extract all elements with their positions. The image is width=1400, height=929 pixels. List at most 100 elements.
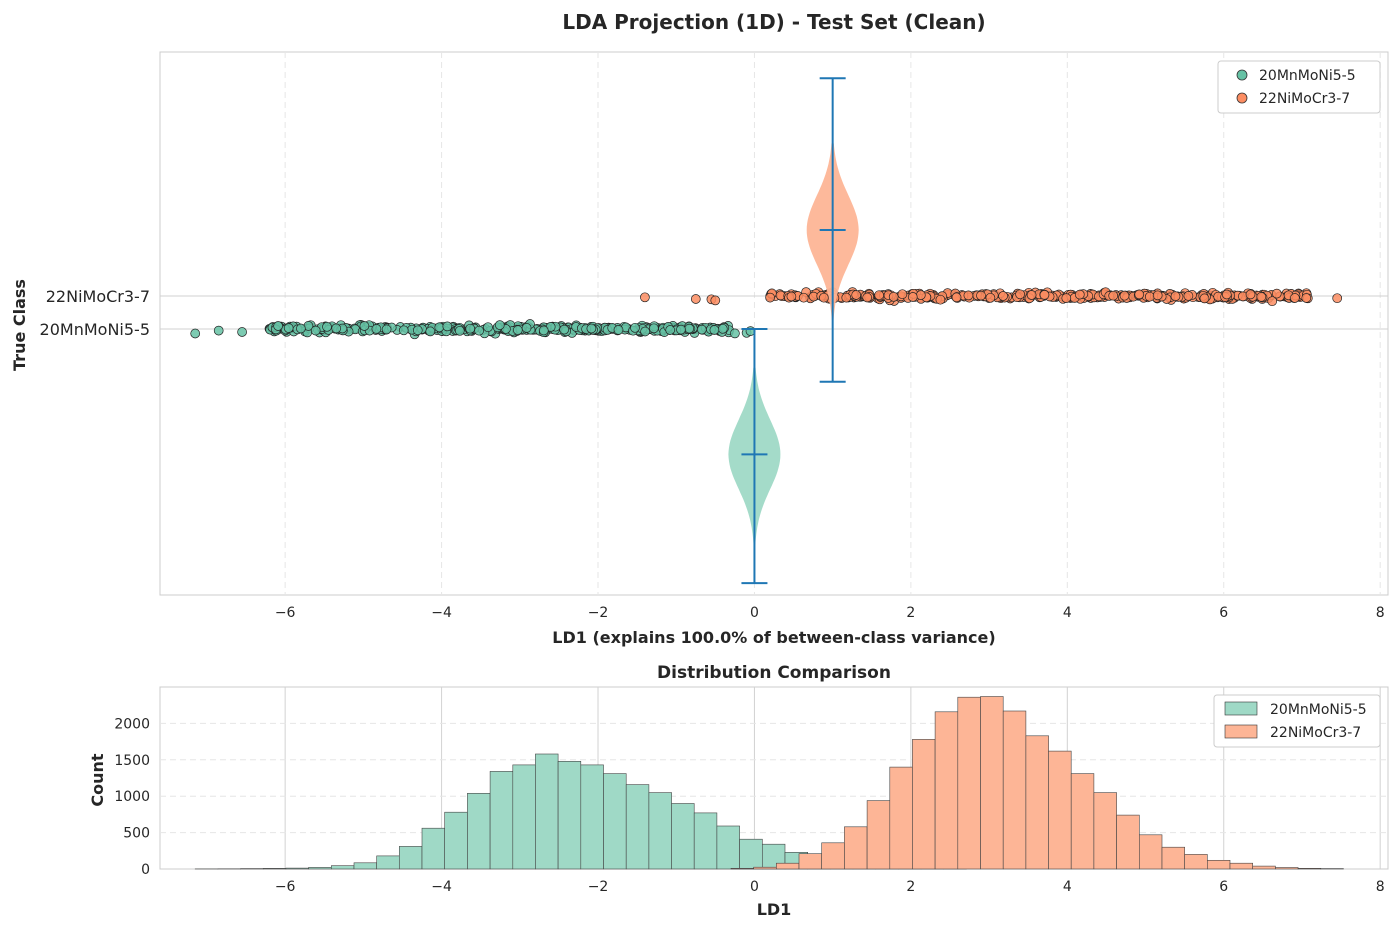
scatter-point [709,325,720,335]
histogram-bar [798,853,823,870]
scatter-point [213,325,224,336]
legend-marker-class-b [1236,92,1248,104]
histogram-bar [844,826,868,870]
scatter-point [640,292,650,303]
scatter-point [559,324,570,335]
bottom-panel: −6 −4 −2 0 2 4 6 8 0 500 1000 1500 2000 Distributio… [88,663,1389,919]
histogram-bar [1093,792,1117,870]
scatter-point [690,294,701,304]
top-title: LDA Projection (1D) - Test Set (Clean) [562,10,985,34]
bottom-x-tick-label: 6 [1219,879,1228,895]
scatter-point [976,290,986,301]
scatter-point [538,325,549,336]
bottom-legend: 20MnMoNi5-5 22NiMoCr3-7 [1213,694,1381,748]
scatter-point [371,324,382,334]
scatter-point [521,323,532,333]
histogram-bar [353,862,378,870]
scatter-point [851,290,862,300]
histogram-bar [1002,710,1027,870]
histogram-bar [957,696,981,870]
histogram-bar [1297,867,1322,870]
histogram-bar [308,867,332,870]
scatter-point [190,328,201,339]
histogram-bar [1048,750,1072,870]
scatter-point [613,325,624,335]
scatter-point [1332,293,1343,304]
scatter-point [322,321,332,332]
scatter-point [998,291,1008,301]
top-legend: 20MnMoNi5-5 22NiMoCr3-7 [1217,60,1381,114]
scatter-point [1221,289,1232,300]
histogram-bar [693,812,718,870]
scatter-point [310,325,321,336]
top-x-tick-label: 2 [906,605,915,621]
top-x-tick-label: −6 [275,605,296,621]
scatter-point [442,321,453,332]
bottom-x-tick-label: 2 [906,879,915,895]
y-tick-class-b: 22NiMoCr3-7 [46,287,150,306]
histogram-bar [1229,862,1254,870]
bottom-title: Distribution Comparison [657,663,891,683]
top-y-axis-label: True Class [10,279,29,371]
scatter-point [1256,292,1267,302]
top-x-tick-label: 4 [1063,605,1072,621]
legend-label-class-b: 22NiMoCr3-7 [1259,91,1350,107]
histogram-bar [512,764,536,870]
histogram-bar [1025,735,1049,870]
scatter-point [985,292,996,303]
scatter-point [888,291,899,302]
top-legend-box [1217,60,1381,114]
scatter-point [434,322,445,333]
bottom-x-tick-label: 0 [750,879,759,895]
bottom-y-tick-label: 1000 [114,789,150,805]
top-x-axis-label: LD1 (explains 100.0% of between-class va… [552,628,995,647]
scatter-point [331,323,342,334]
histogram-bar [262,868,287,870]
histogram-bar [330,865,355,870]
top-x-tick-label: 6 [1219,605,1228,621]
bottom-x-ticks: −6 −4 −2 0 2 4 6 8 [275,879,1385,895]
bottom-y-ticks: 0 500 1000 1500 2000 [114,716,150,878]
histogram-bar [1161,846,1186,870]
scatter-point [1134,289,1145,300]
scatter-point [512,325,523,335]
top-x-tick-label: −2 [588,605,609,621]
bottom-legend-label-class-b: 22NiMoCr3-7 [1270,725,1361,741]
scatter-point [684,323,695,334]
scatter-point [1301,293,1312,303]
scatter-point [730,328,740,339]
bottom-histogram-bars [194,696,1344,870]
scatter-point [786,291,797,302]
histogram-bar [467,792,491,870]
scatter-point [1061,293,1072,303]
bottom-y-tick-label: 0 [141,862,150,878]
histogram-bar [489,771,514,870]
top-violins [728,77,859,585]
histogram-bar [934,711,959,870]
legend-patch-class-b [1224,724,1258,739]
histogram-bar [1252,865,1276,870]
scatter-point [425,326,436,337]
scatter-point [1152,290,1163,301]
bottom-y-tick-label: 2000 [114,716,150,732]
top-x-tick-label: 0 [750,605,759,621]
bottom-x-tick-label: −4 [431,879,452,895]
scatter-point [630,322,640,333]
scatter-point [862,292,873,303]
top-scatter-points [190,287,1343,340]
scatter-point [907,292,918,302]
scatter-point [454,325,465,336]
scatter-point [819,292,829,303]
scatter-point [765,292,775,303]
y-tick-class-a: 20MnMoNi5-5 [40,320,150,339]
scatter-point [283,323,294,333]
histogram-bar [821,842,845,870]
scatter-point [710,295,721,306]
scatter-point [798,292,809,303]
histogram-bar [889,766,913,870]
scatter-point [1290,293,1300,303]
histogram-bar [753,866,777,870]
top-panel: −6 −4 −2 0 2 4 6 8 22NiMoCr3-7 20MnMoNi5-5 LDA … [10,10,1389,647]
scatter-point [649,323,659,334]
